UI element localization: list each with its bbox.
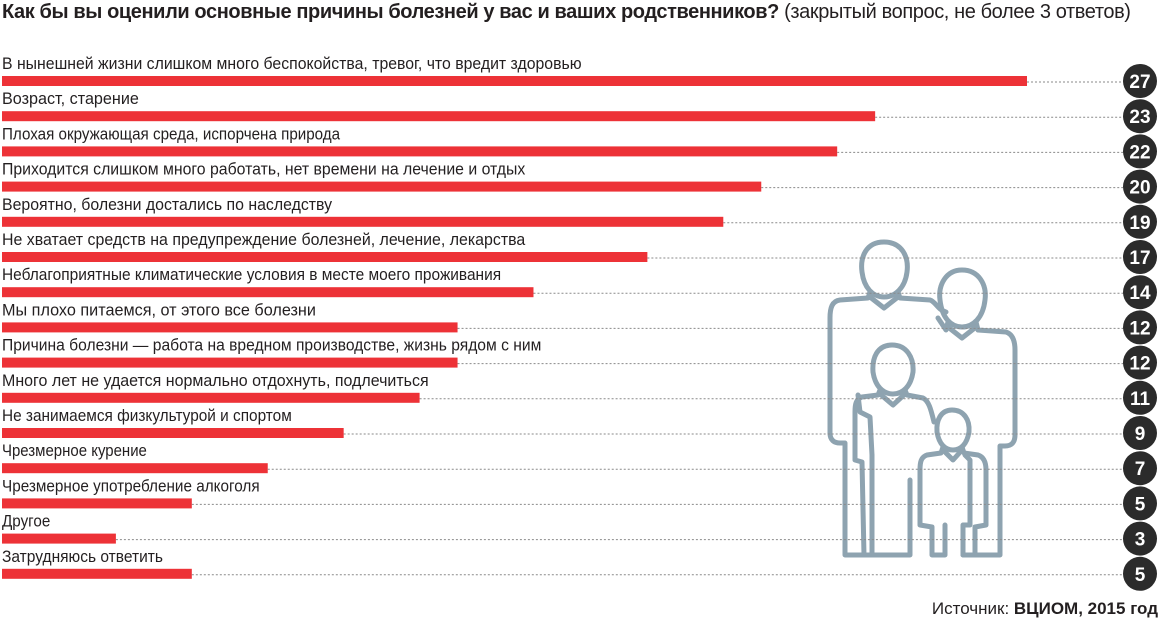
category-label: Возраст, старение [2, 90, 139, 108]
category-label: Мы плохо питаемся, от этого все болезни [2, 301, 316, 319]
value-badge [1123, 310, 1157, 345]
data-label: 11 [1130, 389, 1151, 410]
value-badge [1123, 416, 1157, 450]
bar [2, 428, 344, 438]
category-label: Причина болезни — работа на вредном прои… [2, 337, 541, 355]
source-note: Источник: ВЦИОМ, 2015 год [932, 598, 1158, 620]
category-label: Вероятно, болезни достались по наследств… [2, 196, 333, 214]
son-body [852, 387, 937, 558]
father-body [827, 289, 949, 558]
value-badge [1123, 275, 1157, 310]
bar [2, 252, 648, 262]
value-badge [1123, 64, 1157, 98]
daughter-neck [940, 447, 965, 463]
category-label: Неблагоприятные климатические условия в … [2, 266, 501, 284]
category-label: В нынешней жизни слишком много беспокойс… [2, 55, 582, 73]
value-badge [1123, 521, 1157, 556]
category-label: Плохая окружающая среда, испорчена приро… [2, 125, 341, 143]
title-note: (закрытый вопрос, не более 3 ответов) [784, 1, 1131, 23]
data-label: 5 [1135, 565, 1146, 586]
data-label: 22 [1129, 142, 1150, 163]
category-label: Не хватает средств на предупреждение бол… [2, 231, 526, 249]
bar [2, 216, 724, 227]
value-badge [1123, 345, 1157, 380]
category-label: Приходится слишком много работать, нет в… [2, 161, 526, 179]
mother-head [937, 267, 988, 330]
data-label: 12 [1129, 354, 1150, 375]
value-badge [1123, 451, 1157, 486]
father-neck [867, 294, 901, 311]
category-label: Много лет не удается нормально отдохнуть… [2, 372, 429, 390]
value-badge [1123, 486, 1157, 521]
family-icon [827, 239, 1018, 558]
bar [2, 357, 458, 368]
value-badge [1123, 99, 1157, 134]
data-label: 27 [1129, 72, 1150, 93]
bar [2, 533, 116, 544]
data-label: 14 [1129, 283, 1151, 304]
data-label: 12 [1129, 318, 1150, 339]
bar [2, 392, 420, 403]
data-label: 7 [1135, 459, 1146, 480]
value-badge [1123, 169, 1157, 204]
category-label: Чрезмерное употребление алкоголя [2, 477, 260, 495]
data-label: 23 [1129, 107, 1150, 128]
daughter-body [917, 444, 989, 558]
chart-title: Как бы вы оценили основные причины болез… [2, 0, 1162, 24]
source-name: ВЦИОМ, 2015 год [1013, 599, 1158, 618]
value-badge [1123, 556, 1157, 591]
value-badge [1123, 204, 1157, 239]
data-label: 5 [1135, 494, 1146, 515]
bar [2, 287, 534, 298]
father-head [859, 239, 910, 300]
son-head [870, 342, 916, 397]
title-question: Как бы вы оценили основные причины болез… [2, 1, 779, 23]
category-label: Другое [2, 513, 50, 531]
bar [2, 568, 192, 579]
value-badge [1123, 240, 1157, 274]
bar [2, 498, 192, 509]
son-neck [877, 391, 908, 408]
bar [2, 111, 876, 122]
bar [2, 322, 458, 333]
data-label: 3 [1135, 530, 1146, 551]
data-label: 17 [1129, 248, 1150, 269]
bar [2, 181, 762, 192]
value-badge [1123, 380, 1157, 415]
source-label: Источник: [931, 599, 1010, 618]
category-label: Чрезмерное курение [2, 442, 147, 460]
category-label: Затрудняюсь ответить [2, 548, 163, 566]
bar [2, 146, 838, 157]
data-label: 20 [1129, 178, 1150, 199]
bar [2, 76, 1027, 86]
value-badge [1123, 134, 1157, 169]
mother-neck [945, 324, 979, 341]
mother-body [935, 315, 1018, 558]
category-label: Не занимаемся физкультурой и спортом [2, 407, 292, 425]
data-label: 9 [1135, 424, 1146, 445]
bar [2, 463, 268, 474]
data-label: 19 [1129, 213, 1150, 234]
daughter-head [934, 407, 972, 453]
